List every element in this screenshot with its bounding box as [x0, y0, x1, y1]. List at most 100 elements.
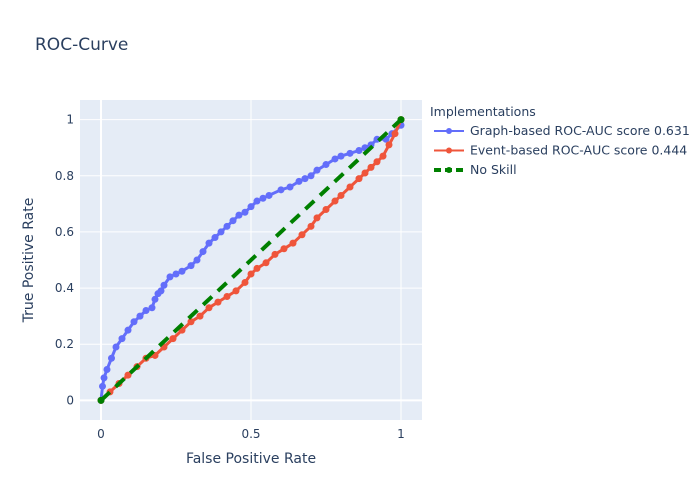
series-2-point — [298, 231, 306, 239]
series-2-point — [241, 278, 249, 286]
series-2-point — [367, 163, 375, 171]
series-1-point — [148, 304, 156, 312]
series-1-point — [235, 211, 243, 219]
x-axis-label: False Positive Rate — [186, 451, 316, 467]
series-1-point — [130, 318, 138, 326]
series-1-point — [322, 161, 330, 169]
series-2-point — [262, 259, 270, 267]
series-1-point — [199, 248, 207, 256]
legend-item-3[interactable]: No Skill — [434, 162, 517, 177]
series-2-point — [331, 197, 339, 205]
x-tick-label: 0 — [97, 427, 105, 441]
series-2-point — [346, 183, 354, 191]
series-1-point — [108, 354, 115, 362]
y-axis-label: True Positive Rate — [21, 198, 37, 324]
series-2-point — [355, 175, 363, 183]
series-2-point — [232, 287, 240, 295]
series-1-point — [136, 312, 144, 320]
series-1-point — [265, 191, 273, 199]
series-2-point — [214, 298, 222, 306]
series-2-point — [361, 169, 369, 177]
series-2-point — [271, 250, 279, 258]
legend-label: Event-based ROC-AUC score 0.444 — [470, 143, 687, 158]
x-tick-label: 0.5 — [241, 427, 260, 441]
y-tick-label: 0 — [66, 393, 74, 407]
series-2-point — [379, 152, 387, 160]
series-2-point — [280, 245, 288, 253]
series-1-point — [307, 172, 315, 180]
series-line-3 — [99, 118, 403, 402]
series-1-point — [337, 152, 345, 160]
series-1-point — [331, 155, 339, 163]
series-1-point — [259, 194, 267, 202]
series-1-point — [157, 287, 165, 295]
legend-marker — [446, 147, 452, 154]
series-1-point — [103, 365, 111, 373]
y-tick-label: 0.8 — [55, 169, 74, 183]
series-2-point — [322, 205, 330, 213]
legend-item-2[interactable]: Event-based ROC-AUC score 0.444 — [434, 143, 687, 158]
series-2-point — [124, 371, 132, 379]
y-tick-label: 0.6 — [55, 225, 74, 239]
series-1-point — [160, 281, 168, 289]
series-1-point — [118, 335, 126, 343]
series-2-point — [247, 270, 255, 278]
series-2-point — [307, 222, 315, 230]
series-1-point — [142, 307, 150, 315]
series-1-point — [217, 228, 225, 236]
series-1-point — [151, 295, 159, 303]
legend-title: Implementations — [430, 104, 536, 119]
series-1-point — [172, 270, 180, 278]
series-1-point — [100, 374, 108, 382]
series-2-point — [391, 130, 399, 138]
series-1-point — [187, 262, 195, 270]
series-1-point — [247, 203, 255, 211]
legend-item-1[interactable]: Graph-based ROC-AUC score 0.631 — [434, 123, 690, 138]
series-2-point — [313, 214, 321, 222]
series-1-point — [277, 186, 285, 194]
series-1-point — [99, 382, 106, 390]
y-tick-label: 0.4 — [55, 281, 74, 295]
series-1-point — [355, 147, 363, 155]
series-1-point — [295, 177, 303, 185]
series-1-point — [229, 217, 237, 225]
series-1-point — [223, 222, 231, 230]
series-2-point — [253, 264, 261, 272]
series-2-point — [169, 335, 177, 343]
series-1-point — [241, 208, 249, 216]
chart-title: ROC-Curve — [35, 35, 128, 55]
series-1-point — [301, 175, 309, 183]
series-1-point — [166, 273, 174, 281]
series-2-point — [187, 318, 195, 326]
series-2-point — [205, 304, 213, 312]
series-1-point — [313, 166, 321, 174]
legend-label: Graph-based ROC-AUC score 0.631 — [470, 123, 690, 138]
series-1-point — [193, 256, 201, 264]
series-2-point — [289, 239, 297, 247]
legend-marker — [446, 167, 452, 173]
legend[interactable]: Implementations Graph-based ROC-AUC scor… — [430, 104, 690, 177]
series-1-point — [211, 234, 219, 242]
series-1-point — [205, 239, 213, 247]
y-tick-label: 1 — [66, 113, 74, 127]
x-tick-label: 1 — [397, 427, 405, 441]
legend-label: No Skill — [470, 162, 517, 177]
series-layer — [97, 116, 405, 404]
series-2-point — [223, 292, 231, 300]
series-2-point — [337, 191, 345, 199]
series-1-point — [178, 267, 186, 275]
series-1-point — [112, 343, 120, 351]
series-2-point — [385, 141, 393, 149]
series-1-point — [346, 149, 354, 157]
series-1-point — [286, 183, 294, 191]
series-2-point — [373, 158, 381, 166]
series-1-point — [253, 197, 261, 205]
series-3-point — [97, 396, 105, 404]
legend-marker — [446, 128, 452, 134]
tick-labels: 0 0.5 1 0 0.2 0.4 0.6 0.8 1 — [55, 113, 405, 441]
series-1-point — [124, 326, 132, 334]
series-3-point — [397, 116, 405, 124]
y-tick-label: 0.2 — [55, 337, 74, 351]
series-2-point — [196, 312, 204, 320]
